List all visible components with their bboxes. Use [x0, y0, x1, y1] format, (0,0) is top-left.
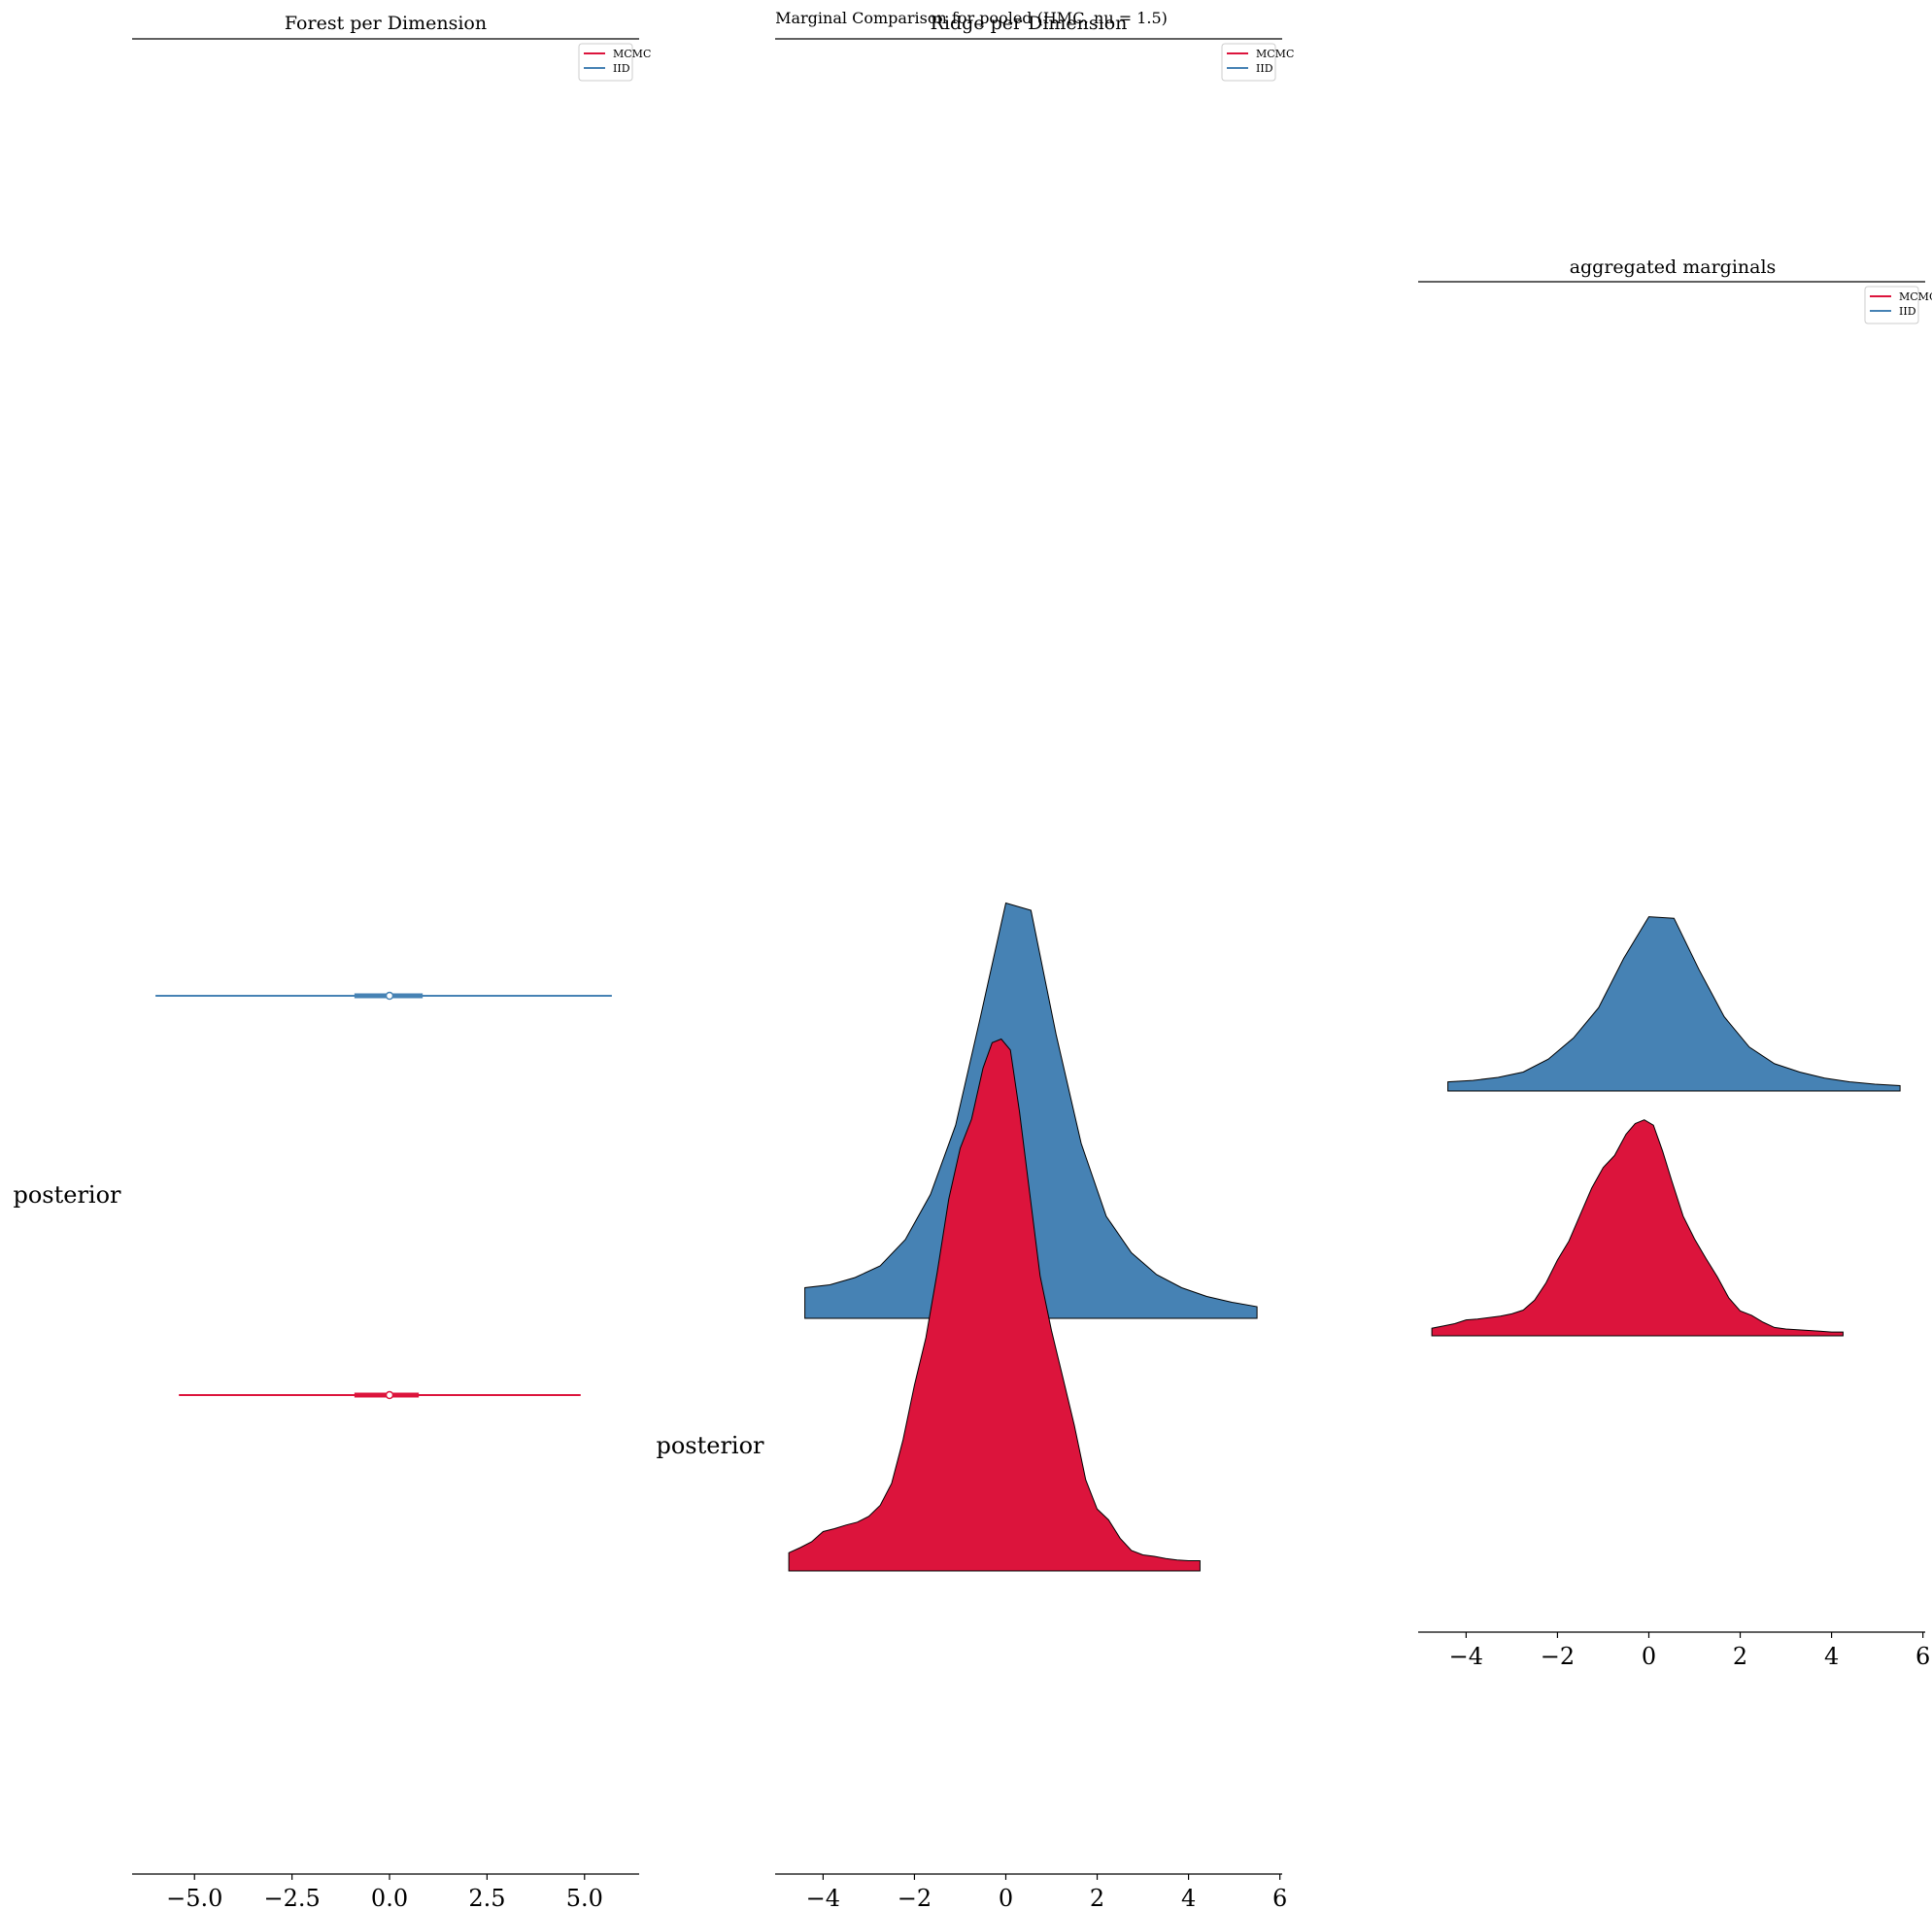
legend: MCMC IID	[1221, 43, 1294, 82]
aggregated-panel: aggregated marginals −4 −2 0 2 4 6 MCMC IID	[1418, 256, 1932, 1670]
legend-label: IID	[613, 62, 630, 75]
x-tick-label: 2	[1090, 1885, 1104, 1909]
aggregated-title: aggregated marginals	[1570, 256, 1777, 278]
legend-label: MCMC	[613, 48, 651, 60]
x-tick-label: −5.0	[166, 1885, 222, 1909]
x-tick-label: −2.5	[263, 1885, 320, 1909]
x-tick-label: 0.0	[371, 1885, 408, 1909]
suptitle: Marginal Comparison for pooled (HMC, nu …	[775, 9, 1168, 27]
legend-label: MCMC	[1899, 290, 1932, 303]
ridge-density-mcmc	[1431, 1119, 1844, 1337]
legend-label: IID	[1899, 305, 1916, 318]
ridge-density-iid	[1447, 916, 1901, 1092]
x-tick-label: 4	[1181, 1885, 1196, 1909]
forest-median-point	[385, 991, 394, 1001]
x-tick-label: −4	[1449, 1643, 1483, 1670]
legend-label: IID	[1256, 62, 1273, 75]
x-tick-label: 2	[1733, 1643, 1747, 1670]
ridge-density-mcmc	[788, 1038, 1201, 1572]
ridge-panel: Ridge per Dimension posterior −4 −2 0 2 4 6 MC…	[656, 13, 1294, 1909]
x-tick-label: −4	[806, 1885, 840, 1909]
forest-median-point	[385, 1390, 394, 1400]
forest-panel: Forest per Dimension posterior −5.0 −2.5 0…	[13, 13, 651, 1909]
x-tick-label: 6	[1915, 1643, 1930, 1670]
x-tick-label: 0	[1642, 1643, 1656, 1670]
forest-ylabel: posterior	[13, 1181, 121, 1209]
x-tick-label: 2.5	[468, 1885, 505, 1909]
ridge-density-iid	[804, 902, 1258, 1319]
legend-label: MCMC	[1256, 48, 1294, 60]
x-tick-label: 6	[1272, 1885, 1287, 1909]
x-tick-label: 4	[1824, 1643, 1839, 1670]
ridge-ylabel: posterior	[656, 1432, 764, 1459]
x-tick-label: 5.0	[566, 1885, 603, 1909]
x-tick-label: −2	[898, 1885, 932, 1909]
legend: MCMC IID	[578, 43, 651, 82]
forest-title: Forest per Dimension	[285, 13, 487, 34]
legend: MCMC IID	[1864, 286, 1932, 324]
x-tick-label: 0	[999, 1885, 1013, 1909]
ridge-title: Ridge per Dimension	[931, 13, 1128, 34]
x-tick-label: −2	[1541, 1643, 1575, 1670]
